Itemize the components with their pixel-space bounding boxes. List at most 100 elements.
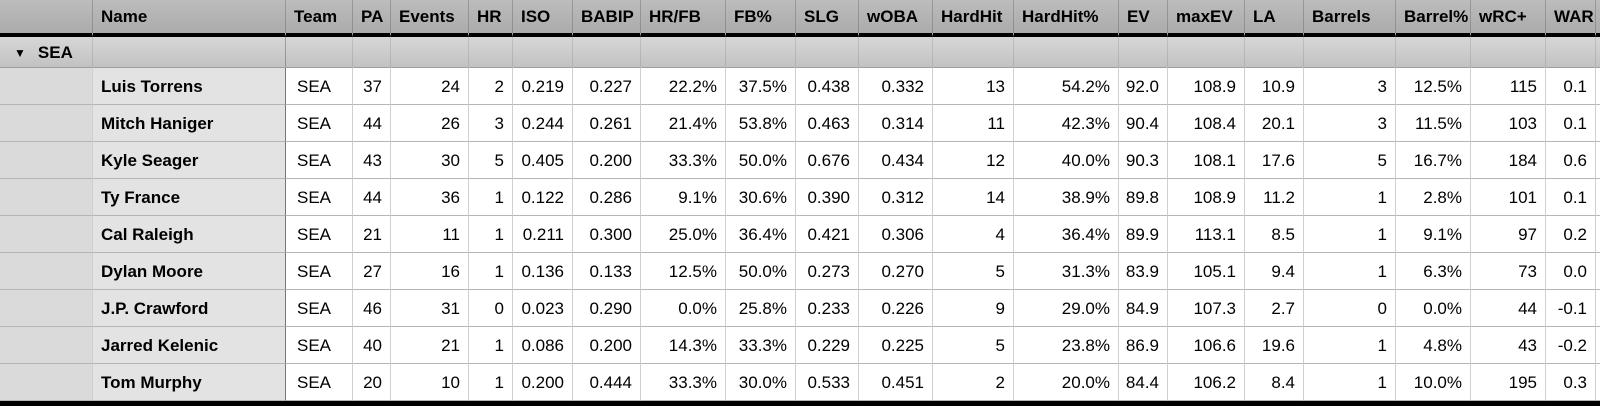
cell-la: 10.9 bbox=[1244, 68, 1303, 105]
group-row-empty-cell bbox=[725, 37, 795, 68]
cell-hardhit: 5 bbox=[932, 253, 1013, 290]
cell-barrel-pct: 0.0% bbox=[1395, 290, 1470, 327]
cell-hardhit: 5 bbox=[932, 327, 1013, 364]
row-gutter-cell bbox=[0, 253, 92, 290]
column-header-war[interactable]: WAR bbox=[1545, 0, 1595, 37]
cell-hr-fb: 22.2% bbox=[640, 68, 725, 105]
column-header-hardhit[interactable]: HardHit bbox=[932, 0, 1013, 37]
group-row-empty-cell bbox=[1470, 37, 1545, 68]
cell-barrels: 3 bbox=[1303, 105, 1395, 142]
column-header-team[interactable]: Team bbox=[285, 0, 352, 37]
cell-war: 0.6 bbox=[1545, 142, 1595, 179]
group-row-empty-cell bbox=[1303, 37, 1395, 68]
group-team-label: SEA bbox=[37, 42, 73, 62]
cell-babip: 0.444 bbox=[572, 364, 640, 401]
cell-slg: 0.273 bbox=[795, 253, 858, 290]
table-edge-sliver bbox=[1595, 37, 1600, 68]
cell-hr-fb: 12.5% bbox=[640, 253, 725, 290]
cell-pa: 44 bbox=[352, 179, 390, 216]
cell-player-name: Mitch Haniger bbox=[92, 105, 285, 142]
column-header-slg[interactable]: SLG bbox=[795, 0, 858, 37]
cell-iso: 0.244 bbox=[512, 105, 572, 142]
cell-hr: 2 bbox=[468, 68, 512, 105]
table-edge-sliver bbox=[1595, 253, 1600, 290]
cell-hardhit: 4 bbox=[932, 216, 1013, 253]
cell-team: SEA bbox=[285, 68, 352, 105]
cell-barrel-pct: 16.7% bbox=[1395, 142, 1470, 179]
cell-la: 20.1 bbox=[1244, 105, 1303, 142]
table-edge-sliver bbox=[1595, 179, 1600, 216]
column-header-name[interactable]: Name bbox=[92, 0, 285, 37]
cell-player-name: Luis Torrens bbox=[92, 68, 285, 105]
cell-la: 2.7 bbox=[1244, 290, 1303, 327]
cell-iso: 0.200 bbox=[512, 364, 572, 401]
cell-ev: 90.3 bbox=[1118, 142, 1167, 179]
column-header-hr-fb[interactable]: HR/FB bbox=[640, 0, 725, 37]
cell-hardhit: 2 bbox=[932, 364, 1013, 401]
row-gutter-cell bbox=[0, 290, 92, 327]
cell-hr-fb: 25.0% bbox=[640, 216, 725, 253]
cell-events: 30 bbox=[390, 142, 468, 179]
table-edge-sliver bbox=[1595, 105, 1600, 142]
column-header-maxev[interactable]: maxEV bbox=[1167, 0, 1244, 37]
cell-fb-pct: 37.5% bbox=[725, 68, 795, 105]
column-header-barrels[interactable]: Barrels bbox=[1303, 0, 1395, 37]
cell-la: 9.4 bbox=[1244, 253, 1303, 290]
column-header-la[interactable]: LA bbox=[1244, 0, 1303, 37]
cell-babip: 0.300 bbox=[572, 216, 640, 253]
player-row: Ty France SEA 44 36 1 0.122 0.286 9.1% 30.6% 0.39… bbox=[0, 179, 1600, 216]
cell-ev: 89.9 bbox=[1118, 216, 1167, 253]
cell-hardhit-pct: 20.0% bbox=[1013, 364, 1118, 401]
group-row-empty-cell bbox=[932, 37, 1013, 68]
cell-woba: 0.314 bbox=[858, 105, 932, 142]
table-edge-sliver bbox=[1595, 364, 1600, 401]
column-header-events[interactable]: Events bbox=[390, 0, 468, 37]
cell-player-name: J.P. Crawford bbox=[92, 290, 285, 327]
cell-hardhit-pct: 23.8% bbox=[1013, 327, 1118, 364]
cell-iso: 0.122 bbox=[512, 179, 572, 216]
cell-slg: 0.421 bbox=[795, 216, 858, 253]
column-header-iso[interactable]: ISO bbox=[512, 0, 572, 37]
cell-barrel-pct: 12.5% bbox=[1395, 68, 1470, 105]
cell-team: SEA bbox=[285, 327, 352, 364]
column-header-woba[interactable]: wOBA bbox=[858, 0, 932, 37]
collapse-triangle-icon[interactable]: ▼ bbox=[14, 45, 26, 60]
cell-fb-pct: 53.8% bbox=[725, 105, 795, 142]
group-row-empty-cell bbox=[858, 37, 932, 68]
cell-hr: 1 bbox=[468, 327, 512, 364]
cell-events: 16 bbox=[390, 253, 468, 290]
group-row-sea[interactable]: ▼ SEA bbox=[0, 37, 1600, 68]
cell-maxev: 106.6 bbox=[1167, 327, 1244, 364]
column-header-fb-pct[interactable]: FB% bbox=[725, 0, 795, 37]
cell-babip: 0.261 bbox=[572, 105, 640, 142]
cell-wrc-plus: 97 bbox=[1470, 216, 1545, 253]
column-header-wrc-plus[interactable]: wRC+ bbox=[1470, 0, 1545, 37]
column-header-pa[interactable]: PA bbox=[352, 0, 390, 37]
group-row-toggle[interactable]: ▼ SEA bbox=[0, 37, 92, 68]
cell-hr: 1 bbox=[468, 216, 512, 253]
cell-pa: 43 bbox=[352, 142, 390, 179]
cell-wrc-plus: 103 bbox=[1470, 105, 1545, 142]
cell-maxev: 108.9 bbox=[1167, 179, 1244, 216]
cell-fb-pct: 50.0% bbox=[725, 142, 795, 179]
column-header-hr[interactable]: HR bbox=[468, 0, 512, 37]
row-gutter-cell bbox=[0, 216, 92, 253]
player-row: Kyle Seager SEA 43 30 5 0.405 0.200 33.3% 50.0% 0… bbox=[0, 142, 1600, 179]
cell-war: 0.1 bbox=[1545, 68, 1595, 105]
cell-fb-pct: 36.4% bbox=[725, 216, 795, 253]
column-header-hardhit-pct[interactable]: HardHit% bbox=[1013, 0, 1118, 37]
cell-hr: 5 bbox=[468, 142, 512, 179]
cell-war: 0.1 bbox=[1545, 105, 1595, 142]
cell-hardhit-pct: 40.0% bbox=[1013, 142, 1118, 179]
cell-slg: 0.233 bbox=[795, 290, 858, 327]
column-header-ev[interactable]: EV bbox=[1118, 0, 1167, 37]
cell-la: 17.6 bbox=[1244, 142, 1303, 179]
cell-barrel-pct: 9.1% bbox=[1395, 216, 1470, 253]
cell-team: SEA bbox=[285, 253, 352, 290]
cell-fb-pct: 30.6% bbox=[725, 179, 795, 216]
cell-woba: 0.226 bbox=[858, 290, 932, 327]
expand-collapse-column-header bbox=[0, 0, 92, 37]
cell-war: -0.2 bbox=[1545, 327, 1595, 364]
column-header-babip[interactable]: BABIP bbox=[572, 0, 640, 37]
column-header-barrel-pct[interactable]: Barrel% bbox=[1395, 0, 1470, 37]
